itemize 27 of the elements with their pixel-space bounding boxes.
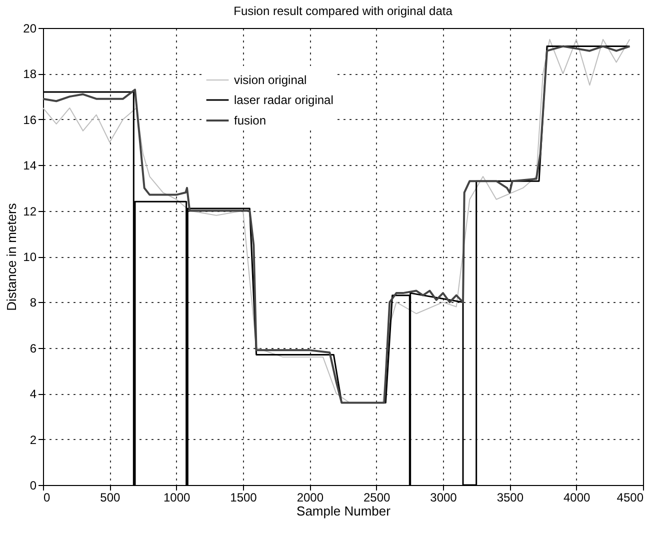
y-tick-label: 6 <box>30 341 37 356</box>
legend-label: fusion <box>234 114 266 128</box>
x-tick-label: 2000 <box>296 490 324 504</box>
y-tick-label: 0 <box>30 478 37 492</box>
x-tick-label: 2500 <box>363 490 391 504</box>
x-axis-title: Sample Number <box>296 504 392 518</box>
y-tick-label: 2 <box>30 432 37 447</box>
legend-label: laser radar original <box>234 93 334 107</box>
y-tick-label: 4 <box>30 387 37 402</box>
x-tick-label: 4500 <box>616 490 644 504</box>
x-tick-label: 3500 <box>496 490 524 504</box>
chart-title: Fusion result compared with original data <box>234 4 453 18</box>
y-tick-label: 12 <box>23 204 37 218</box>
x-tick-label: 4000 <box>563 490 591 504</box>
y-tick-label: 20 <box>23 22 37 36</box>
x-tick-label: 1500 <box>230 490 258 504</box>
x-tick-label: 500 <box>100 490 120 504</box>
x-tick-label: 1000 <box>163 490 191 504</box>
legend-label: vision original <box>234 73 307 87</box>
y-tick-label: 16 <box>23 112 37 127</box>
y-tick-label: 8 <box>30 296 37 310</box>
x-tick-label: 0 <box>44 490 50 504</box>
y-tick-label: 18 <box>23 67 37 82</box>
y-tick-label: 10 <box>23 250 37 264</box>
y-tick-label: 14 <box>23 158 37 173</box>
y-axis-title: Distance in meters <box>4 202 20 311</box>
x-tick-label: 3000 <box>430 490 458 504</box>
